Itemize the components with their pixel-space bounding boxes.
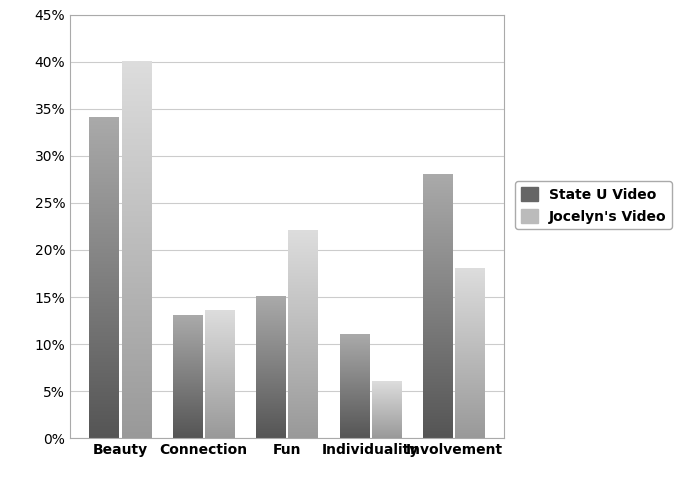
Legend: State U Video, Jocelyn's Video: State U Video, Jocelyn's Video bbox=[515, 182, 672, 229]
